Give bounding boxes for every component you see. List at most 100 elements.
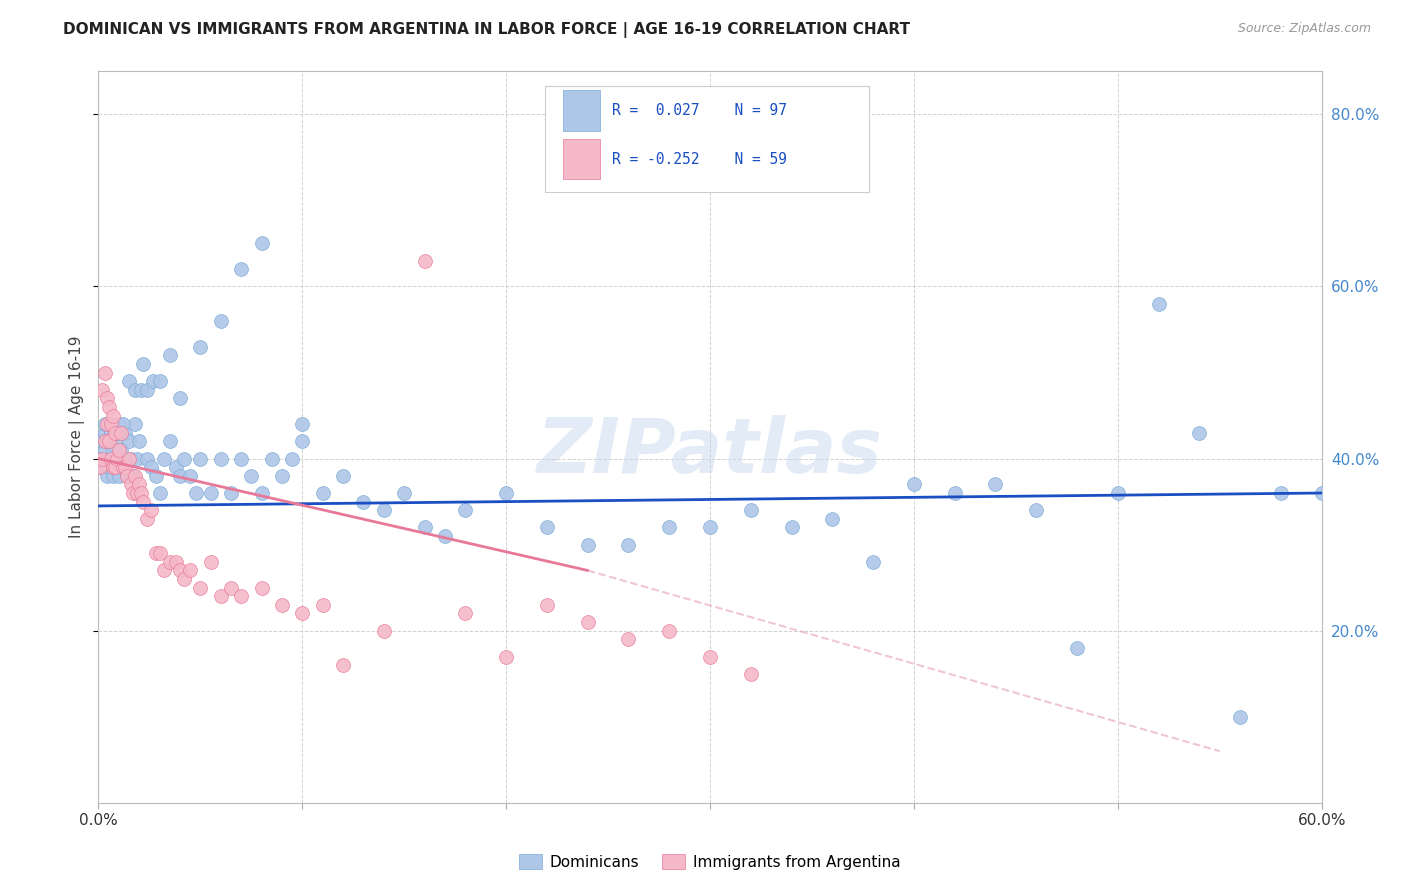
Point bbox=[1107, 486, 1129, 500]
Point bbox=[100, 425, 122, 440]
Point bbox=[617, 632, 640, 647]
Point bbox=[93, 442, 115, 457]
Point bbox=[576, 538, 599, 552]
Point bbox=[97, 400, 120, 414]
Point bbox=[100, 417, 122, 432]
Point bbox=[780, 520, 803, 534]
Point bbox=[209, 589, 232, 603]
Point bbox=[152, 564, 174, 578]
Point bbox=[188, 581, 212, 595]
Point bbox=[291, 434, 314, 449]
Point bbox=[141, 460, 163, 475]
Point bbox=[1310, 486, 1333, 500]
Point bbox=[136, 383, 159, 397]
Point bbox=[250, 486, 273, 500]
Point bbox=[91, 451, 114, 466]
Point bbox=[118, 434, 141, 449]
Point bbox=[173, 572, 195, 586]
Point bbox=[89, 460, 111, 475]
Point bbox=[1229, 710, 1251, 724]
Point bbox=[108, 468, 131, 483]
Point bbox=[96, 417, 118, 432]
Point bbox=[104, 460, 127, 475]
Point bbox=[105, 451, 128, 466]
Point bbox=[740, 503, 762, 517]
Point bbox=[129, 383, 152, 397]
Point bbox=[495, 649, 517, 664]
Point bbox=[1025, 503, 1047, 517]
Point bbox=[699, 649, 721, 664]
Point bbox=[136, 512, 159, 526]
Point bbox=[127, 451, 149, 466]
Point bbox=[124, 417, 146, 432]
Point bbox=[93, 425, 115, 440]
Point bbox=[169, 468, 191, 483]
Point bbox=[101, 460, 124, 475]
Point bbox=[165, 555, 187, 569]
Point bbox=[96, 392, 118, 406]
Point bbox=[200, 555, 222, 569]
Point bbox=[104, 425, 127, 440]
Point bbox=[132, 494, 155, 508]
Point bbox=[132, 357, 155, 371]
Point bbox=[658, 520, 681, 534]
Point bbox=[260, 451, 283, 466]
Point bbox=[96, 434, 118, 449]
Point bbox=[231, 589, 253, 603]
Point bbox=[122, 468, 145, 483]
Point bbox=[240, 468, 263, 483]
Point bbox=[105, 434, 128, 449]
Point bbox=[101, 468, 124, 483]
Point bbox=[114, 425, 136, 440]
Point bbox=[111, 460, 134, 475]
Point bbox=[159, 434, 181, 449]
Point bbox=[188, 340, 212, 354]
Point bbox=[100, 451, 122, 466]
Point bbox=[149, 546, 172, 560]
Point bbox=[159, 555, 181, 569]
Point bbox=[454, 503, 477, 517]
Point bbox=[118, 374, 141, 388]
Point bbox=[392, 486, 416, 500]
Point bbox=[124, 468, 146, 483]
Point bbox=[91, 451, 114, 466]
Point bbox=[576, 615, 599, 629]
Point bbox=[281, 451, 304, 466]
Point bbox=[124, 383, 146, 397]
Point bbox=[373, 503, 395, 517]
Point bbox=[114, 460, 136, 475]
Point bbox=[219, 486, 242, 500]
Point bbox=[136, 451, 159, 466]
Point bbox=[97, 434, 120, 449]
Point bbox=[186, 486, 208, 500]
Point bbox=[250, 236, 273, 251]
Point bbox=[89, 460, 111, 475]
Point bbox=[110, 442, 132, 457]
Point bbox=[104, 425, 127, 440]
Point bbox=[141, 503, 163, 517]
Point bbox=[291, 417, 314, 432]
Point bbox=[291, 607, 314, 621]
Point bbox=[101, 409, 124, 423]
Point bbox=[332, 468, 354, 483]
Point bbox=[120, 477, 142, 491]
Point bbox=[169, 564, 191, 578]
Bar bbox=[564, 90, 600, 130]
Point bbox=[108, 417, 131, 432]
Point bbox=[495, 486, 517, 500]
Text: DOMINICAN VS IMMIGRANTS FROM ARGENTINA IN LABOR FORCE | AGE 16-19 CORRELATION CH: DOMINICAN VS IMMIGRANTS FROM ARGENTINA I… bbox=[63, 22, 910, 38]
Point bbox=[1066, 640, 1088, 655]
Point bbox=[209, 451, 232, 466]
Legend: Dominicans, Immigrants from Argentina: Dominicans, Immigrants from Argentina bbox=[513, 847, 907, 876]
Point bbox=[231, 262, 253, 277]
Bar bbox=[564, 139, 600, 179]
Point bbox=[821, 512, 844, 526]
Point bbox=[101, 442, 124, 457]
Point bbox=[149, 374, 172, 388]
Point bbox=[145, 468, 167, 483]
Y-axis label: In Labor Force | Age 16-19: In Labor Force | Age 16-19 bbox=[69, 335, 86, 539]
Text: R =  0.027    N = 97: R = 0.027 N = 97 bbox=[612, 103, 787, 118]
Point bbox=[165, 460, 187, 475]
Point bbox=[108, 442, 131, 457]
Point bbox=[96, 468, 118, 483]
